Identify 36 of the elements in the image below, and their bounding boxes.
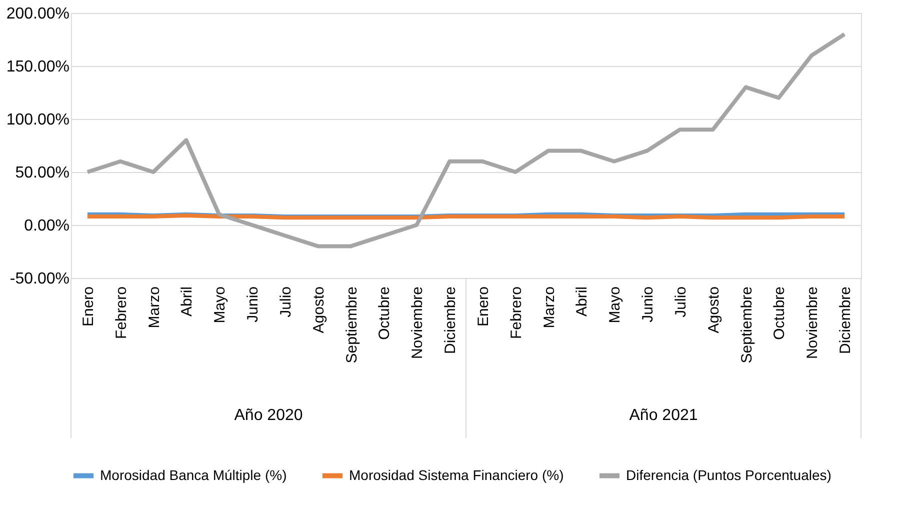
x-tick-label: Octubre: [376, 286, 394, 340]
text: Año 2021: [629, 407, 698, 424]
legend-label: Morosidad Sistema Financiero (%): [349, 466, 564, 483]
x-tick-label: Agosto: [310, 286, 328, 334]
x-tick-label: Julio: [672, 286, 690, 318]
x-tick-label: Febrero: [508, 286, 525, 340]
y-tick-label: 50.00%: [15, 164, 70, 182]
x-tick-label: Febrero: [112, 286, 130, 340]
y-tick-label: -50.00%: [10, 270, 70, 288]
x-tick-label: Noviembre: [804, 286, 822, 360]
x-tick-label: Mayo: [606, 286, 624, 324]
x-tick-label: Enero: [80, 286, 97, 327]
x-tick-label: Octubre: [771, 286, 788, 340]
y-tick-label: 100.00%: [6, 112, 70, 128]
x-tick-label: Septiembre: [343, 286, 360, 364]
x-tick-label: Diciembre: [442, 286, 460, 354]
x-tick-label: Marzo: [540, 286, 558, 328]
x-tick-label: Marzo: [146, 286, 163, 328]
y-tick-label: 150.00%: [6, 58, 70, 76]
x-tick-label: Mayo: [212, 286, 229, 324]
x-tick-label: Julio: [277, 286, 294, 318]
legend-label: Morosidad Banca Múltiple (%): [100, 466, 287, 483]
x-tick-label: Diciembre: [837, 286, 854, 354]
x-tick-label: Septiembre: [738, 286, 756, 364]
line-series: [85, 32, 847, 248]
x-tick-label: Agosto: [705, 286, 722, 334]
y-tick-label: 0.00%: [24, 218, 70, 234]
x-tick-label: Junio: [640, 286, 657, 322]
x-tick-label: Abril: [574, 286, 591, 317]
x-tick-label: Junio: [244, 286, 262, 322]
x-tick-label: Enero: [474, 286, 492, 327]
y-tick-label: 200.00%: [6, 6, 70, 22]
text: Año 2020: [234, 407, 303, 424]
x-tick-label: Noviembre: [409, 286, 426, 360]
x-tick-label: Abril: [178, 286, 196, 317]
legend-label: Diferencia (Puntos Porcentuales): [626, 466, 832, 483]
